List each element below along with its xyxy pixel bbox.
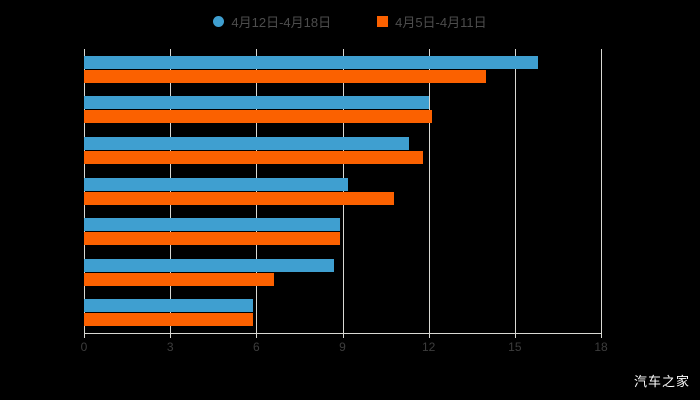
bar-series2[interactable] [84, 313, 254, 327]
x-tick-label: 9 [339, 340, 346, 354]
x-gridline [256, 49, 258, 333]
bar-series1[interactable] [84, 299, 254, 313]
x-tick-label: 18 [594, 340, 608, 354]
x-tick-mark [170, 333, 172, 338]
bar-series2[interactable] [84, 69, 487, 83]
x-gridline [428, 49, 430, 333]
x-gridline [514, 49, 516, 333]
bar-series1[interactable] [84, 136, 409, 150]
bar-series1[interactable] [84, 218, 340, 232]
bar-series2[interactable] [84, 191, 395, 205]
x-gridline [170, 49, 172, 333]
bar-series1[interactable] [84, 177, 349, 191]
bar-series2[interactable] [84, 110, 432, 124]
x-tick-label: 12 [421, 340, 436, 354]
x-tick-mark [601, 333, 602, 338]
x-tick-mark [84, 333, 85, 338]
bar-series1[interactable] [84, 258, 334, 272]
bar-series1[interactable] [84, 55, 538, 69]
legend-item-label: 4月12日-4月18日 [231, 14, 332, 30]
x-tick-label: 15 [508, 340, 522, 354]
plot-area [84, 49, 602, 333]
legend-series-previous-week[interactable]: 4月5日-4月11日 [377, 12, 487, 31]
x-tick-label: 0 [80, 340, 88, 354]
legend-circle-icon [213, 15, 225, 27]
bar-series1[interactable] [84, 96, 429, 110]
watermark-label: 汽车之家 [633, 374, 690, 389]
bar-series2[interactable] [84, 272, 274, 286]
x-gridline [601, 49, 602, 333]
x-tick-label: 3 [166, 340, 174, 354]
x-gridline [342, 49, 344, 333]
legend-series-current-week[interactable]: 4月12日-4月18日 [213, 12, 331, 31]
x-tick-mark [514, 333, 516, 338]
chart-legend: 4月12日-4月18日 4月5日-4月11日 [0, 10, 700, 32]
x-tick-mark [256, 333, 258, 338]
bar-series2[interactable] [84, 150, 423, 164]
x-tick-mark [428, 333, 430, 338]
x-tick-mark [342, 333, 344, 338]
legend-item-label: 4月5日-4月11日 [395, 14, 487, 30]
x-gridline [84, 49, 85, 333]
legend-square-icon [377, 15, 389, 27]
x-tick-label: 6 [252, 340, 260, 354]
bar-series2[interactable] [84, 232, 340, 246]
